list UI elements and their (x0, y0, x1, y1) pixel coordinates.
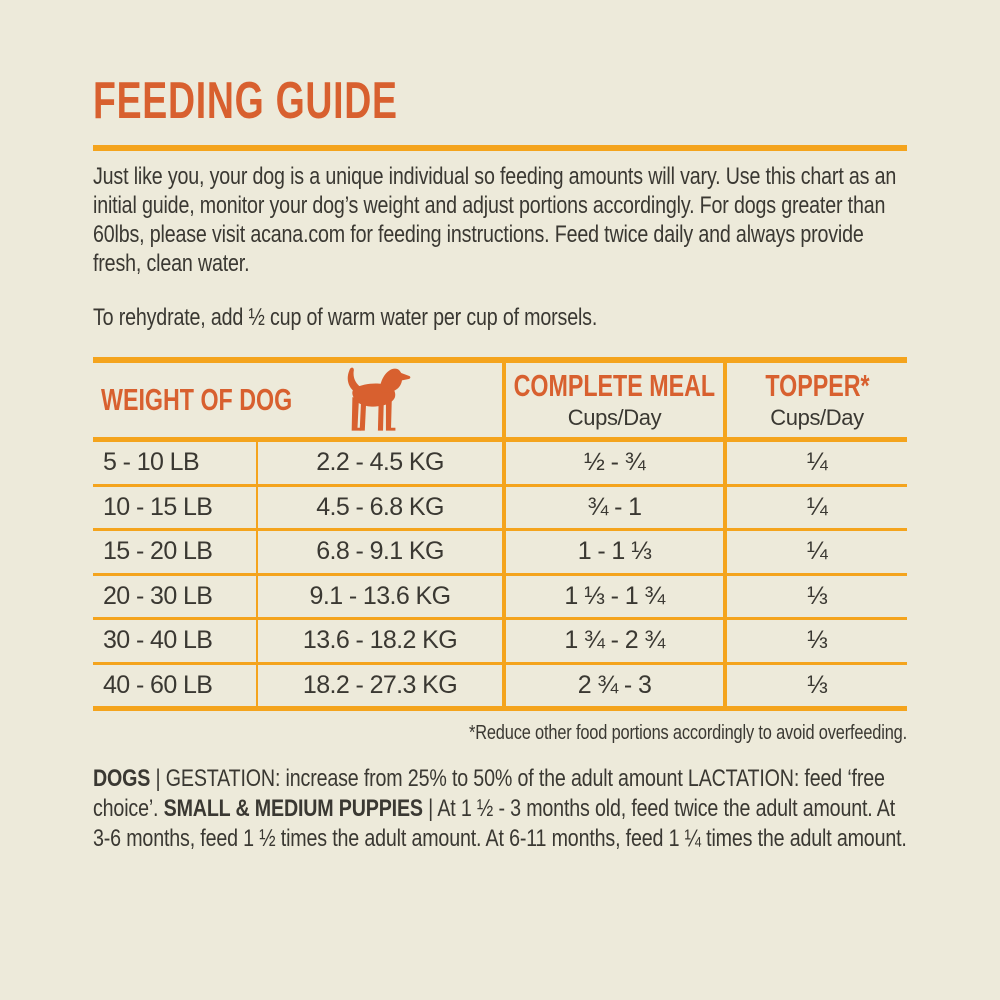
table-row: 5 - 10 LB 2.2 - 4.5 KG ½ - ¾ ¼ (93, 442, 907, 487)
weight-of-dog-header-cell: WEIGHT OF DOG (93, 363, 502, 437)
weight-kg-cell: 13.6 - 18.2 KG (256, 620, 502, 662)
complete-meal-cell: 1 - 1 ⅓ (502, 531, 723, 573)
complete-meal-cell: 2 ¾ - 3 (502, 664, 723, 706)
weight-lb-cell: 15 - 20 LB (103, 537, 213, 566)
topper-cell: ¼ (723, 486, 907, 528)
table-row: 15 - 20 LB 6.8 - 9.1 KG 1 - 1 ⅓ ¼ (93, 531, 907, 576)
weight-kg-cell: 6.8 - 9.1 KG (256, 531, 502, 573)
page-title: FEEDING GUIDE (93, 72, 398, 130)
weight-kg-cell: 4.5 - 6.8 KG (256, 486, 502, 528)
feeding-table: WEIGHT OF DOG (93, 357, 907, 711)
topper-header-cell: TOPPER* Cups/Day (723, 363, 907, 437)
complete-meal-cell: ¾ - 1 (502, 486, 723, 528)
weight-kg-cell: 2.2 - 4.5 KG (256, 442, 502, 484)
weight-kg-cell: 18.2 - 27.3 KG (256, 664, 502, 706)
topper-label: TOPPER* (764, 368, 870, 404)
topper-cell: ⅓ (723, 620, 907, 662)
weight-lb-cell: 30 - 40 LB (103, 626, 213, 655)
table-row: 30 - 40 LB 13.6 - 18.2 KG 1 ¾ - 2 ¾ ⅓ (93, 620, 907, 665)
weight-of-dog-label: WEIGHT OF DOG (101, 381, 293, 417)
dogs-label: DOGS (93, 765, 151, 792)
topper-cell: ⅓ (723, 575, 907, 617)
table-row: 20 - 30 LB 9.1 - 13.6 KG 1 ⅓ - 1 ¾ ⅓ (93, 575, 907, 620)
feeding-notes: DOGS | GESTATION: increase from 25% to 5… (93, 764, 907, 854)
dog-silhouette-icon (335, 365, 415, 435)
gestation-lactation-text: | GESTATION: increase from 25% to 50% of… (93, 765, 885, 822)
table-footnote: *Reduce other food portions accordingly … (468, 722, 907, 744)
complete-meal-header-cell: COMPLETE MEAL Cups/Day (502, 363, 723, 437)
title-divider (93, 145, 907, 151)
table-row: 10 - 15 LB 4.5 - 6.8 KG ¾ - 1 ¼ (93, 486, 907, 531)
rehydrate-note: To rehydrate, add ½ cup of warm water pe… (93, 304, 598, 331)
complete-meal-cell: 1 ¾ - 2 ¾ (502, 620, 723, 662)
weight-lb-cell: 20 - 30 LB (103, 581, 213, 610)
weight-kg-cell: 9.1 - 13.6 KG (256, 575, 502, 617)
topper-cell: ¼ (723, 531, 907, 573)
weight-lb-cell: 5 - 10 LB (103, 448, 200, 477)
complete-meal-units: Cups/Day (567, 404, 662, 430)
complete-meal-label: COMPLETE MEAL (513, 368, 716, 404)
puppies-label: SMALL & MEDIUM PUPPIES (163, 795, 423, 822)
weight-lb-cell: 40 - 60 LB (103, 670, 213, 699)
topper-cell: ¼ (723, 442, 907, 484)
intro-paragraph: Just like you, your dog is a unique indi… (93, 163, 897, 277)
puppies-text: | At 1 ½ - 3 months old, feed twice the … (93, 795, 907, 852)
topper-cell: ⅓ (723, 664, 907, 706)
table-header-row: WEIGHT OF DOG (93, 363, 907, 442)
topper-units: Cups/Day (770, 404, 864, 430)
table-row: 40 - 60 LB 18.2 - 27.3 KG 2 ¾ - 3 ⅓ (93, 664, 907, 706)
complete-meal-cell: 1 ⅓ - 1 ¾ (502, 575, 723, 617)
complete-meal-cell: ½ - ¾ (502, 442, 723, 484)
weight-lb-cell: 10 - 15 LB (103, 492, 213, 521)
